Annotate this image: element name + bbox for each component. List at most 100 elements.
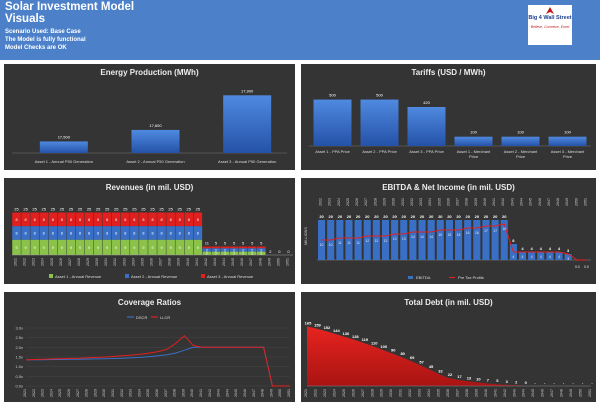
revenue-segment-label: 2 xyxy=(206,252,208,256)
coverage-year-label-2022: 2022 xyxy=(32,389,36,397)
revenue-year-label-2040: 2040 xyxy=(186,258,190,266)
revenue-bar-asset-1-annual-revenue-2025 xyxy=(48,239,58,255)
revenue-bar-asset-2-annual-revenue-2023 xyxy=(30,226,39,240)
debt-label-2032: 69 xyxy=(410,355,415,360)
ebitda-bar-label-2032: 20 xyxy=(411,214,416,219)
header-banner: Solar Investment Model Visuals Scenario … xyxy=(0,0,600,60)
energy-bar-1 xyxy=(39,141,88,153)
energy-category-label-3: Asset 3 - Annual P50 Generation xyxy=(218,159,276,164)
pretax-label-2024: 11 xyxy=(338,241,342,245)
ebitda-year-label-2040: 2040 xyxy=(483,198,487,206)
revenue-segment-label: 9 xyxy=(43,246,45,250)
revenue-year-label-2046: 2046 xyxy=(240,258,244,266)
coverage-year-label-2029: 2029 xyxy=(93,389,97,397)
debt-label-2051: - xyxy=(591,380,593,385)
revenue-total-label-2028: 25 xyxy=(78,207,83,212)
revenue-year-label-2030: 2030 xyxy=(95,258,99,266)
ebitda-panel: EBITDA & Net Income (in mil. USD) MILLIO… xyxy=(301,178,596,284)
ebitda-bar-label-2033: 20 xyxy=(420,214,425,219)
ebitda-bar-label-2023: 20 xyxy=(328,214,333,219)
energy-bar-label-2: 17,600 xyxy=(149,123,162,128)
debt-label-2030: 90 xyxy=(391,348,396,353)
logo-bull-icon xyxy=(546,7,554,14)
llcr-legend-label: LLCR xyxy=(160,315,170,320)
ebitda-year-label-2044: 2044 xyxy=(520,198,524,206)
energy-chart-title: Energy Production (MWh) xyxy=(100,68,199,77)
revenue-total-label-2047: 5 xyxy=(251,241,254,246)
revenue-bar-asset-3-annual-revenue-2026 xyxy=(57,212,67,227)
energy-bar-3 xyxy=(223,95,272,153)
debt-label-2023: 152 xyxy=(324,325,331,330)
pretax-label-2031: 13 xyxy=(402,237,406,241)
revenue-year-label-2051: 2051 xyxy=(285,258,289,266)
debt-label-2041: 5 xyxy=(496,378,499,383)
ebitda-year-label-2050: 2050 xyxy=(574,198,578,206)
ebitda-bar-2024 xyxy=(336,220,344,260)
revenue-segment-label: 8 xyxy=(197,218,199,222)
ebitda-year-label-2027: 2027 xyxy=(364,198,368,206)
revenue-segment-label: 8 xyxy=(170,231,172,235)
ebitda-year-label-2031: 2031 xyxy=(401,198,405,206)
energy-bar-label-3: 17,900 xyxy=(241,88,254,93)
pretax-label-2049: 3 xyxy=(567,257,569,261)
coverage-ytick-1: 0.5x xyxy=(15,374,23,379)
revenue-bar-asset-3-annual-revenue-2042 xyxy=(202,246,212,249)
coverage-year-label-2025: 2025 xyxy=(58,389,62,397)
debt-label-2022: 159 xyxy=(314,323,321,328)
revenue-bar-asset-1-annual-revenue-2033 xyxy=(121,239,130,255)
revenue-year-label-2034: 2034 xyxy=(131,258,135,266)
ebitda-year-label-2028: 2028 xyxy=(373,198,377,206)
coverage-ytick-3: 1.5x xyxy=(15,355,23,360)
revenue-bar-asset-1-annual-revenue-2047 xyxy=(247,251,257,255)
debt-year-label-2051: 2051 xyxy=(588,389,592,397)
debt-year-label-2033: 2033 xyxy=(418,389,422,397)
revenue-segment-label: 9 xyxy=(151,246,153,250)
ebitda-year-label-2051: 2051 xyxy=(583,198,587,206)
ebitda-year-label-2045: 2045 xyxy=(529,198,533,206)
revenue-segment-label: 8 xyxy=(43,231,45,235)
revenue-year-label-2027: 2027 xyxy=(68,258,72,266)
revenue-bar-asset-1-annual-revenue-2040 xyxy=(184,239,194,255)
revenue-bar-asset-1-annual-revenue-2041 xyxy=(193,239,203,255)
ebitda-bar-2032 xyxy=(409,220,417,260)
ebitda-bar-2028 xyxy=(372,220,380,260)
tariff-bar-label-5: 100 xyxy=(517,130,524,135)
ebitda-bar-label-2048: 4 xyxy=(558,246,561,251)
ebitda-year-label-2037: 2037 xyxy=(456,198,460,206)
debt-year-label-2030: 2030 xyxy=(389,389,393,397)
revenue-total-label-2039: 25 xyxy=(177,207,182,212)
tariff-bar-label-3: 420 xyxy=(423,100,430,105)
ebitda-bar-2047 xyxy=(546,252,554,260)
revenue-bar-asset-2-annual-revenue-2042 xyxy=(202,248,212,252)
revenue-segment-label: 8 xyxy=(115,218,117,222)
revenue-total-label-2021: 25 xyxy=(14,207,19,212)
pretax-label-2032: 14 xyxy=(411,235,415,239)
ebitda-bar-2029 xyxy=(381,220,390,260)
ebitda-bar-2048 xyxy=(555,252,563,260)
revenue-bar-asset-3-annual-revenue-2035 xyxy=(139,212,148,227)
debt-year-label-2025: 2025 xyxy=(342,389,346,397)
ebitda-year-label-2038: 2038 xyxy=(465,198,469,206)
debt-year-label-2026: 2026 xyxy=(351,389,355,397)
revenue-year-label-2025: 2025 xyxy=(50,258,54,266)
ebitda-year-label-2022: 2022 xyxy=(319,198,323,206)
revenue-year-label-2041: 2041 xyxy=(195,258,199,266)
revenue-total-label-2041: 25 xyxy=(196,207,201,212)
revenue-segment-label: 9 xyxy=(97,246,99,250)
revenue-bar-asset-3-annual-revenue-2040 xyxy=(184,212,194,227)
revenue-segment-label: 8 xyxy=(151,218,153,222)
tariffs-chart: 500 Asset 1 - PPA Price 500 Asset 2 - PPA P… xyxy=(309,93,591,159)
revenue-total-label-2035: 25 xyxy=(141,207,146,212)
pretax-label-2037: 15 xyxy=(457,233,461,237)
revenue-year-label-2021: 2021 xyxy=(14,258,18,266)
debt-year-label-2041: 2041 xyxy=(493,389,497,397)
revenue-segment-label: 8 xyxy=(151,231,153,235)
tariff-category-label-4: Asset 1 - Merchant Price xyxy=(457,149,491,159)
revenue-year-label-2045: 2045 xyxy=(231,258,235,266)
revenue-bar-asset-2-annual-revenue-2043 xyxy=(211,248,221,252)
coverage-year-label-2030: 2030 xyxy=(102,389,106,397)
revenue-total-label-2029: 25 xyxy=(87,207,92,212)
revenue-segment-label: 2 xyxy=(215,248,217,252)
debt-label-2039: 10 xyxy=(476,376,481,381)
debt-label-2037: 17 xyxy=(457,374,462,379)
